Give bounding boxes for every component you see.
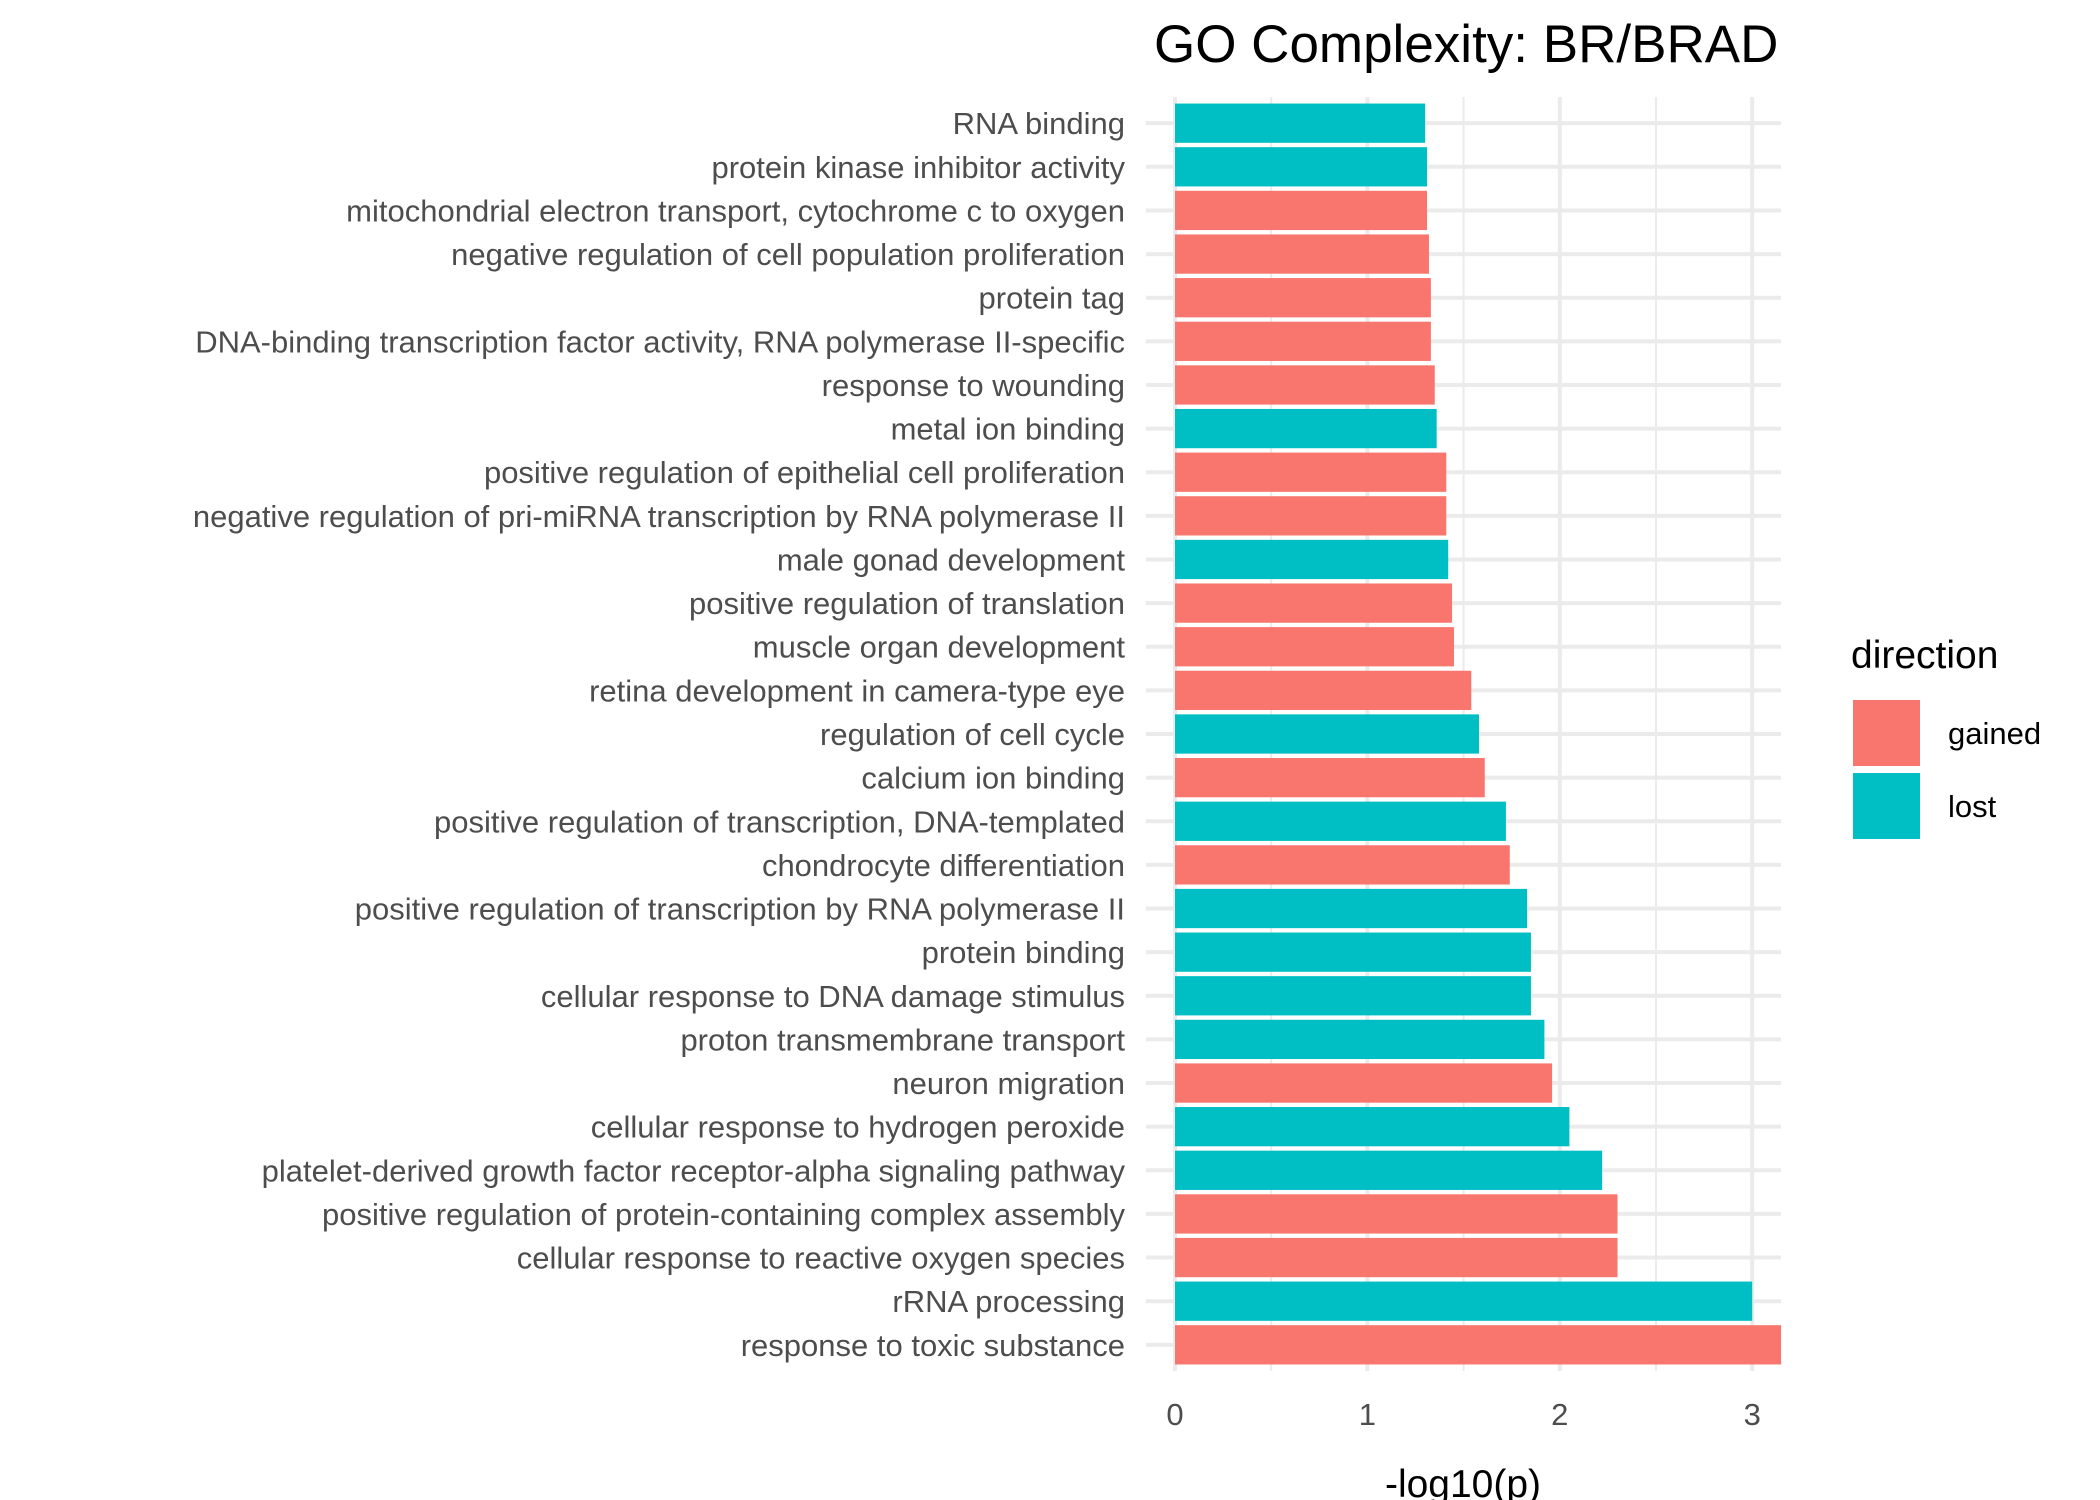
y-tick-label: metal ion binding [891,412,1125,447]
y-tick-label: cellular response to reactive oxygen spe… [517,1241,1125,1276]
y-tick-label: positive regulation of transcription by … [355,892,1125,927]
x-tick-label: 2 [1551,1397,1568,1432]
y-tick-label: positive regulation of protein-containin… [322,1197,1125,1232]
bar-lost [1175,408,1437,449]
bars [1175,103,1782,1365]
x-axis-title: -log10(p) [1385,1463,1541,1500]
y-axis-labels: RNA binding protein kinase inhibitor acti… [193,106,1126,1363]
x-tick-label: 0 [1166,1397,1183,1432]
bar-lost [1175,1150,1603,1190]
y-tick-label: protein kinase inhibitor activity [711,150,1125,185]
bar-gained [1175,1063,1553,1103]
bar-lost [1175,147,1428,187]
bar-lost [1175,714,1479,754]
legend-swatch-lost [1853,773,1920,839]
bar-gained [1175,234,1429,274]
y-tick-label: calcium ion binding [861,761,1125,796]
bar-gained [1175,757,1485,798]
bar-lost [1175,103,1426,143]
y-tick-label: cellular response to hydrogen peroxide [591,1110,1125,1145]
y-tick-label: proton transmembrane transport [680,1022,1125,1057]
y-tick-label: rRNA processing [892,1284,1125,1319]
y-tick-label: negative regulation of pri-miRNA transcr… [193,499,1125,534]
y-tick-label: regulation of cell cycle [820,717,1125,752]
x-tick-label: 1 [1359,1397,1376,1432]
bar-gained [1175,845,1510,885]
bar-gained [1175,583,1453,623]
y-tick-label: RNA binding [953,106,1125,141]
y-tick-label: retina development in camera-type eye [589,673,1125,708]
x-tick-label: 3 [1744,1397,1761,1432]
y-tick-label: neuron migration [892,1066,1125,1101]
bar-gained [1175,278,1431,318]
y-tick-label: protein binding [922,935,1125,970]
bar-lost [1175,539,1449,580]
legend-label-gained: gained [1948,716,2041,751]
bar-gained [1175,627,1454,667]
y-tick-label: male gonad development [777,542,1126,577]
y-tick-label: negative regulation of cell population p… [451,237,1125,272]
legend: direction gained lost [1851,634,2041,839]
y-tick-label: positive regulation of transcription, DN… [434,804,1125,839]
legend-swatch-gained [1853,700,1920,766]
y-tick-label: positive regulation of epithelial cell p… [484,455,1125,490]
y-tick-label: DNA-binding transcription factor activit… [195,324,1125,359]
bar-gained [1175,670,1472,711]
legend-title: direction [1851,634,1998,677]
y-tick-label: mitochondrial electron transport, cytoch… [346,193,1125,228]
y-tick-label: muscle organ development [753,630,1126,665]
x-axis-ticks: 0 1 2 3 [1166,1397,1760,1432]
y-tick-label: positive regulation of translation [689,586,1125,621]
bar-lost [1175,888,1528,929]
bar-lost [1175,1107,1570,1147]
bar-gained [1175,321,1431,361]
legend-label-lost: lost [1948,789,1997,824]
y-tick-label: response to toxic substance [741,1328,1125,1363]
bar-gained [1175,1325,1782,1365]
bar-lost [1175,801,1506,841]
bar-gained [1175,1194,1618,1234]
bar-lost [1175,1281,1753,1321]
bar-lost [1175,1019,1545,1060]
bar-gained [1175,1237,1618,1278]
chart-title: GO Complexity: BR/BRAD [1154,15,1778,74]
bar-gained [1175,496,1447,536]
bar-lost [1175,976,1531,1016]
bar-gained [1175,190,1428,231]
y-tick-label: cellular response to DNA damage stimulus [541,979,1125,1014]
y-tick-label: chondrocyte differentiation [762,848,1125,883]
y-tick-label: response to wounding [822,368,1125,403]
y-tick-label: protein tag [979,281,1126,316]
y-tick-label: platelet-derived growth factor receptor-… [262,1153,1126,1188]
bar-lost [1175,932,1531,972]
bar-gained [1175,365,1435,405]
bar-gained [1175,452,1447,492]
